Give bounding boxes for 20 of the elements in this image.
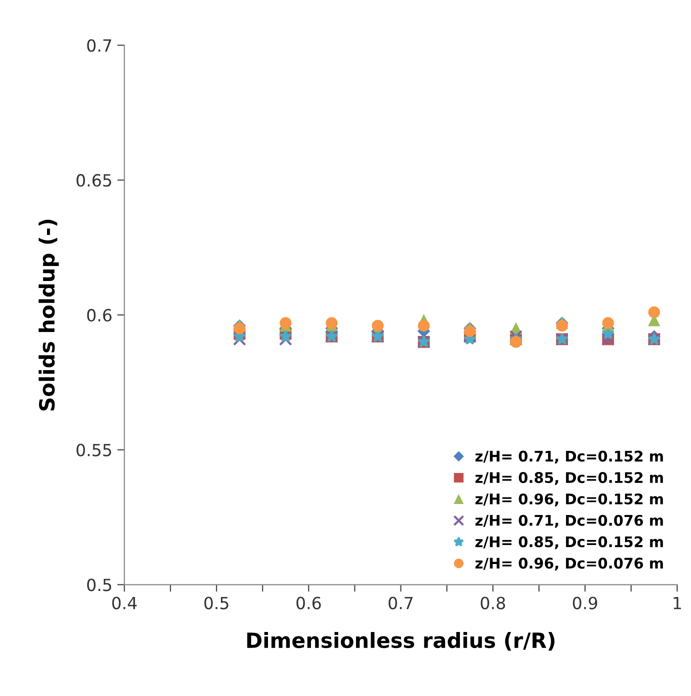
y-tick-label: 0.6 — [87, 308, 112, 322]
y-tick-label: 0.65 — [76, 174, 112, 187]
y-tick-label: 0.7 — [87, 39, 112, 52]
x-tick-label: 1 — [674, 596, 681, 610]
x-axis-title: Dimensionless radius (r/R) — [247, 632, 554, 651]
y-tick-label: 0.5 — [87, 578, 112, 592]
x-tick-label: 0.9 — [572, 596, 598, 610]
x-tick-label: 0.6 — [296, 596, 321, 610]
x-tick-label: 0.5 — [204, 596, 228, 610]
y-axis-title: Solids holdup (-) — [38, 220, 59, 410]
y-tick-label: 0.55 — [76, 444, 112, 456]
legend-label: z/H= 0.96, Dc=0.076 m — [475, 558, 663, 571]
legend-label: z/H= 0.85, Dc=0.152 m — [475, 472, 663, 485]
legend-label: z/H= 0.96, Dc=0.152 m — [475, 493, 663, 506]
x-tick-label: 0.4 — [112, 596, 137, 610]
legend-label: z/H= 0.85, Dc=0.152 m — [475, 536, 663, 550]
legend-label: z/H= 0.71, Dc=0.152 m — [475, 450, 663, 464]
legend-label: z/H= 0.71, Dc=0.076 m — [475, 514, 663, 528]
x-tick-label: 0.7 — [388, 596, 413, 610]
x-tick-label: 0.8 — [480, 596, 506, 610]
